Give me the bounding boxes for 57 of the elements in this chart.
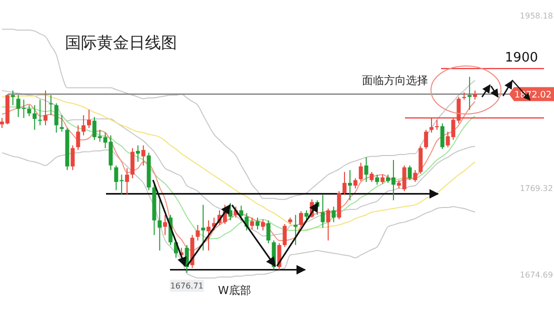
annotation: 面临方向选择 bbox=[362, 74, 428, 87]
candlestick bbox=[294, 214, 298, 246]
ref-line-label: 1900 bbox=[504, 50, 538, 66]
candlestick bbox=[440, 122, 444, 150]
candlestick bbox=[468, 76, 472, 110]
candlestick bbox=[320, 194, 325, 228]
candlestick bbox=[32, 104, 37, 130]
candlestick bbox=[86, 109, 91, 129]
candlestick bbox=[82, 114, 86, 136]
annotation: W底部 bbox=[218, 284, 251, 297]
candlestick bbox=[76, 124, 80, 150]
candlestick bbox=[43, 90, 48, 126]
candlestick bbox=[473, 90, 477, 100]
candlestick bbox=[163, 214, 168, 236]
candlestick bbox=[299, 210, 304, 228]
candlestick bbox=[304, 210, 308, 221]
text: 国际黄金日线图 bbox=[65, 33, 177, 52]
candlestick bbox=[353, 178, 358, 189]
y-tick-label: 1958.18 bbox=[520, 11, 553, 20]
candlestick bbox=[370, 171, 374, 182]
candlestick bbox=[408, 165, 412, 181]
candlestick bbox=[38, 99, 42, 126]
candlestick bbox=[141, 144, 146, 166]
candlestick bbox=[206, 220, 211, 252]
candlestick bbox=[201, 204, 206, 252]
y-tick-label: 1769.32 bbox=[520, 184, 553, 194]
candlestick bbox=[48, 94, 53, 116]
candlestick bbox=[256, 217, 260, 230]
candlestick bbox=[196, 224, 200, 241]
candlestick bbox=[380, 174, 385, 184]
candlestick bbox=[424, 129, 428, 150]
line-series bbox=[2, 28, 476, 200]
candlestick bbox=[70, 144, 75, 171]
candlestick bbox=[250, 217, 254, 230]
candlestick bbox=[130, 148, 134, 179]
candlestick bbox=[418, 146, 423, 174]
candlestick bbox=[266, 220, 270, 244]
candlestick bbox=[54, 102, 58, 134]
candlestick bbox=[27, 104, 32, 117]
candlestick bbox=[358, 162, 363, 182]
candlestick bbox=[125, 168, 130, 196]
candlestick bbox=[332, 206, 336, 223]
y-tick-label: 1674.69 bbox=[520, 270, 553, 280]
candlestick bbox=[413, 170, 418, 182]
candlestick bbox=[348, 170, 352, 201]
candlestick bbox=[260, 218, 265, 231]
candlestick bbox=[342, 171, 347, 196]
candlestick bbox=[364, 156, 368, 182]
candlestick bbox=[239, 205, 244, 221]
candlestick bbox=[136, 144, 140, 162]
candlestick bbox=[158, 200, 162, 252]
annotation: 1676.71 bbox=[170, 282, 204, 291]
candlestick bbox=[282, 224, 287, 248]
candlestick bbox=[60, 114, 64, 132]
candlestick bbox=[10, 90, 15, 106]
candlestick bbox=[326, 208, 330, 241]
candlestick bbox=[375, 174, 380, 186]
